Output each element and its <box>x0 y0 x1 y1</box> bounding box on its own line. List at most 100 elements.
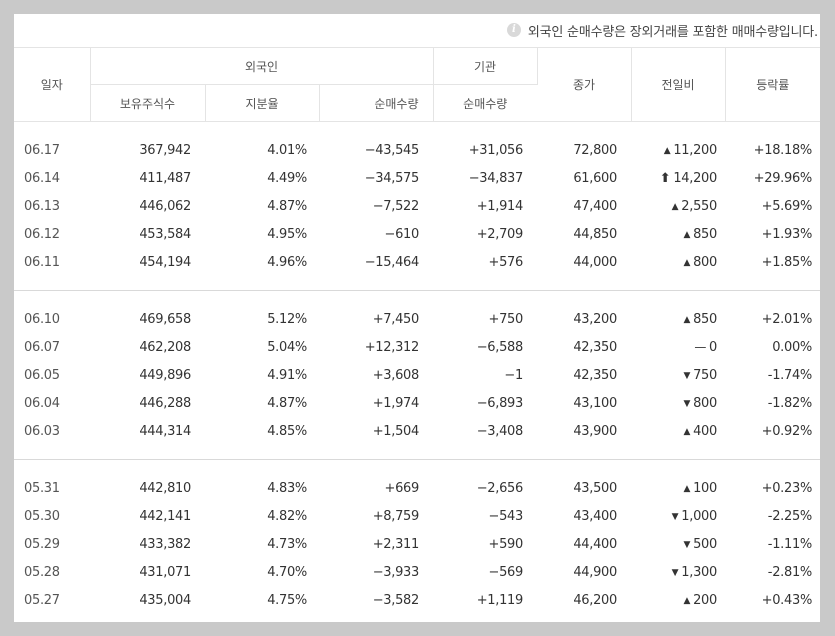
row-inst-net: −1 <box>504 367 523 383</box>
header-share: 지분율 <box>205 84 320 122</box>
row-holdings: 444,314 <box>139 423 191 439</box>
row-foreign-net: +669 <box>384 480 419 496</box>
row-share: 4.83% <box>267 480 307 496</box>
row-share: 4.82% <box>267 508 307 524</box>
table-body: 06.17 367,942 4.01% −43,545 +31,056 72,800 ▲ 11… <box>14 136 820 614</box>
row-holdings: 433,382 <box>139 536 191 552</box>
row-close: 47,400 <box>573 198 617 214</box>
investor-trading-panel: i 외국인 순매수량은 장외거래를 포함한 매매수량입니다. 일자 외국인 기관… <box>14 14 820 622</box>
row-change: ▼ 800 <box>631 389 725 417</box>
table-row: 05.31 442,810 4.83% +669 −2,656 43,500 ▲ 100 +0.… <box>14 474 820 502</box>
table-row: 05.27 435,004 4.75% −3,582 +1,119 46,200 ▲ 200 +… <box>14 586 820 614</box>
row-inst-net: +750 <box>488 311 523 327</box>
row-share: 4.85% <box>267 423 307 439</box>
row-share: 4.01% <box>267 142 307 158</box>
row-change: ▼ 1,000 <box>631 502 725 530</box>
flat-dash-icon: — <box>694 339 707 354</box>
row-date: 06.03 <box>24 423 60 439</box>
table-row: 06.03 444,314 4.85% +1,504 −3,408 43,900 ▲ 400 +… <box>14 417 820 445</box>
row-inst-net: −569 <box>488 564 523 580</box>
info-icon: i <box>506 23 521 37</box>
row-rate: -1.74% <box>767 367 813 383</box>
row-foreign-net: −610 <box>384 226 419 242</box>
row-date: 05.31 <box>24 480 60 496</box>
row-foreign-net: +1,504 <box>372 423 420 439</box>
up-triangle-icon: ▲ <box>683 229 691 240</box>
row-foreign-net: +3,608 <box>372 367 420 383</box>
row-holdings: 446,288 <box>139 395 191 411</box>
row-holdings: 453,584 <box>139 226 191 242</box>
row-change-value: 400 <box>693 423 717 439</box>
down-triangle-icon: ▼ <box>671 511 679 522</box>
row-date: 05.28 <box>24 564 60 580</box>
row-change: ▲ 850 <box>631 220 725 248</box>
row-change: ▲ 800 <box>631 248 725 276</box>
row-change: ⬆ 14,200 <box>631 164 725 192</box>
row-change-value: 11,200 <box>673 142 717 158</box>
row-close: 44,900 <box>573 564 617 580</box>
row-close: 72,800 <box>573 142 617 158</box>
row-share: 4.96% <box>267 254 307 270</box>
row-close: 44,850 <box>573 226 617 242</box>
row-change-value: 100 <box>693 480 717 496</box>
row-share: 5.12% <box>267 311 307 327</box>
row-inst-net: −6,893 <box>476 395 524 411</box>
row-holdings: 442,141 <box>139 508 191 524</box>
table-row: 06.10 469,658 5.12% +7,450 +750 43,200 ▲ 850 +2.… <box>14 305 820 333</box>
row-rate: +0.43% <box>761 592 813 608</box>
down-triangle-icon: ▼ <box>683 539 691 550</box>
table-row: 06.11 454,194 4.96% −15,464 +576 44,000 ▲ 800 +1… <box>14 248 820 276</box>
header-foreign: 외국인 <box>90 47 434 85</box>
row-foreign-net: +1,974 <box>372 395 420 411</box>
table-row: 06.13 446,062 4.87% −7,522 +1,914 47,400 ▲ 2,55… <box>14 192 820 220</box>
row-date: 06.07 <box>24 339 60 355</box>
row-rate: 0.00% <box>772 339 812 355</box>
header-inst-net: 순매수량 <box>433 84 537 122</box>
row-holdings: 462,208 <box>139 339 191 355</box>
row-foreign-net: −7,522 <box>372 198 420 214</box>
down-triangle-icon: ▼ <box>683 370 691 381</box>
row-holdings: 367,942 <box>139 142 191 158</box>
row-rate: -2.81% <box>767 564 813 580</box>
row-date: 06.14 <box>24 170 60 186</box>
table-row: 06.05 449,896 4.91% +3,608 −1 42,350 ▼ 750 -1.74… <box>14 361 820 389</box>
row-share: 4.91% <box>267 367 307 383</box>
row-holdings: 431,071 <box>139 564 191 580</box>
row-holdings: 449,896 <box>139 367 191 383</box>
row-inst-net: −2,656 <box>476 480 524 496</box>
row-date: 06.04 <box>24 395 60 411</box>
row-close: 44,000 <box>573 254 617 270</box>
row-date: 05.29 <box>24 536 60 552</box>
up-triangle-icon: ▲ <box>663 145 671 156</box>
row-date: 06.05 <box>24 367 60 383</box>
row-share: 4.70% <box>267 564 307 580</box>
row-foreign-net: −3,933 <box>372 564 420 580</box>
table-row: 06.04 446,288 4.87% +1,974 −6,893 43,100 ▼ 800 -… <box>14 389 820 417</box>
row-change-value: 0 <box>709 339 717 355</box>
header-holdings: 보유주식수 <box>90 84 206 122</box>
up-triangle-icon: ▲ <box>683 595 691 606</box>
row-share: 4.73% <box>267 536 307 552</box>
row-inst-net: −3,408 <box>476 423 524 439</box>
header-institution: 기관 <box>433 47 538 85</box>
row-date: 06.13 <box>24 198 60 214</box>
up-triangle-icon: ▲ <box>683 426 691 437</box>
row-date: 05.27 <box>24 592 60 608</box>
row-rate: +1.85% <box>761 254 813 270</box>
row-inst-net: +31,056 <box>468 142 524 158</box>
row-foreign-net: −15,464 <box>364 254 420 270</box>
header-foreign-net: 순매수량 <box>319 84 434 122</box>
row-change: —0 <box>631 333 725 361</box>
row-rate: -1.11% <box>767 536 813 552</box>
row-holdings: 469,658 <box>139 311 191 327</box>
table-row: 05.28 431,071 4.70% −3,933 −569 44,900 ▼ 1,300 -… <box>14 558 820 586</box>
limit-up-arrow-icon: ⬆ <box>659 170 671 186</box>
row-change-value: 800 <box>693 395 717 411</box>
row-change-value: 850 <box>693 311 717 327</box>
row-share: 4.75% <box>267 592 307 608</box>
notice-bar: i 외국인 순매수량은 장외거래를 포함한 매매수량입니다. <box>506 18 818 42</box>
table-header: 일자 외국인 기관 종가 전일비 등락률 보유주식수 지분율 순매수량 순매수량 <box>14 47 820 122</box>
header-close: 종가 <box>537 47 632 122</box>
table-row: 06.14 411,487 4.49% −34,575 −34,837 61,600 ⬆ 14… <box>14 164 820 192</box>
row-close: 43,500 <box>573 480 617 496</box>
